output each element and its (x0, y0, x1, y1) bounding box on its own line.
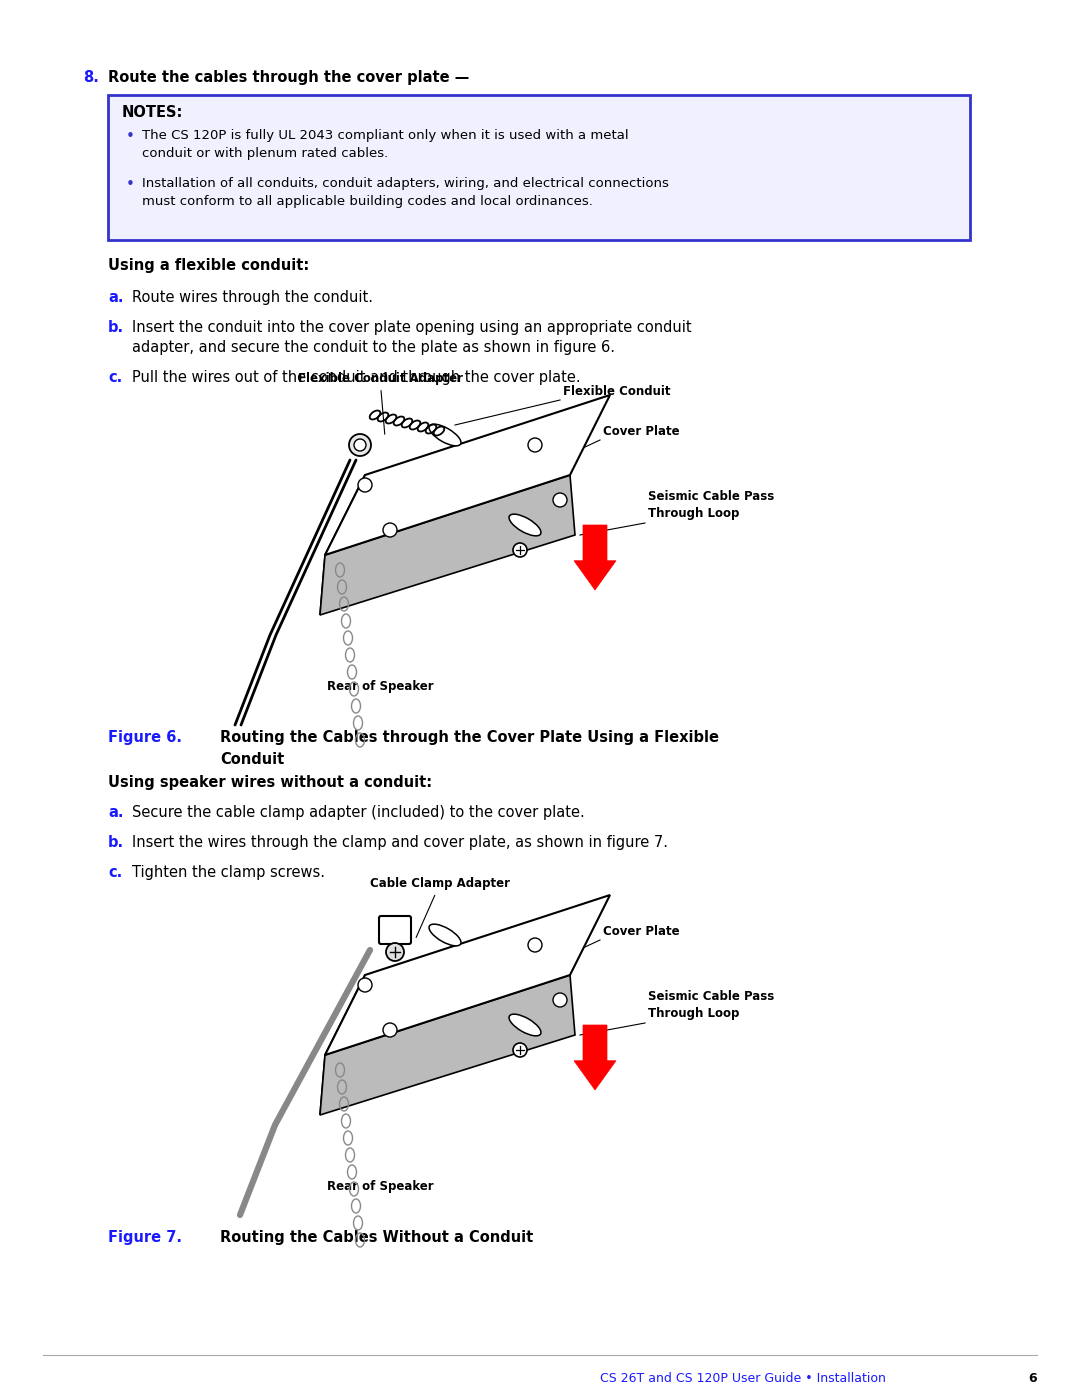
Text: Installation of all conduits, conduit adapters, wiring, and electrical connectio: Installation of all conduits, conduit ad… (141, 177, 669, 190)
Text: a.: a. (108, 291, 123, 305)
Text: c.: c. (108, 865, 122, 880)
Circle shape (513, 543, 527, 557)
Circle shape (383, 1023, 397, 1037)
Circle shape (553, 493, 567, 507)
Text: Secure the cable clamp adapter (included) to the cover plate.: Secure the cable clamp adapter (included… (132, 805, 584, 820)
Polygon shape (320, 975, 575, 1115)
Text: Tighten the clamp screws.: Tighten the clamp screws. (132, 865, 325, 880)
Polygon shape (325, 895, 610, 1055)
Text: b.: b. (108, 835, 124, 849)
Text: Flexible Conduit Adapter: Flexible Conduit Adapter (297, 372, 462, 434)
Text: Figure 6.: Figure 6. (108, 731, 183, 745)
Text: Rear of Speaker: Rear of Speaker (326, 680, 433, 693)
Text: 6: 6 (1028, 1372, 1037, 1384)
Circle shape (528, 439, 542, 453)
Text: Using speaker wires without a conduit:: Using speaker wires without a conduit: (108, 775, 432, 789)
Text: c.: c. (108, 370, 122, 386)
Polygon shape (320, 475, 365, 615)
Ellipse shape (509, 1014, 541, 1035)
Text: •: • (126, 177, 135, 191)
Text: Pull the wires out of the conduit and through the cover plate.: Pull the wires out of the conduit and th… (132, 370, 581, 386)
Text: Seismic Cable Pass
Through Loop: Seismic Cable Pass Through Loop (648, 490, 774, 520)
Ellipse shape (429, 925, 461, 946)
Circle shape (528, 937, 542, 951)
Text: Conduit: Conduit (220, 752, 284, 767)
Text: NOTES:: NOTES: (122, 105, 184, 120)
Text: 8.: 8. (83, 70, 99, 85)
Text: Using a flexible conduit:: Using a flexible conduit: (108, 258, 309, 272)
Ellipse shape (429, 425, 461, 446)
Text: Insert the wires through the clamp and cover plate, as shown in figure 7.: Insert the wires through the clamp and c… (132, 835, 669, 849)
Circle shape (349, 434, 372, 455)
Text: Routing the Cables Without a Conduit: Routing the Cables Without a Conduit (220, 1229, 534, 1245)
Text: Rear of Speaker: Rear of Speaker (326, 1180, 433, 1193)
Text: Cover Plate: Cover Plate (603, 425, 679, 439)
Text: conduit or with plenum rated cables.: conduit or with plenum rated cables. (141, 147, 388, 161)
Circle shape (354, 439, 366, 451)
Circle shape (553, 993, 567, 1007)
Text: Route wires through the conduit.: Route wires through the conduit. (132, 291, 373, 305)
Text: Route the cables through the cover plate —: Route the cables through the cover plate… (108, 70, 469, 85)
Circle shape (386, 943, 404, 961)
Polygon shape (320, 475, 575, 615)
Text: CS 26T and CS 120P User Guide • Installation: CS 26T and CS 120P User Guide • Installa… (600, 1372, 886, 1384)
FancyBboxPatch shape (379, 916, 411, 944)
Circle shape (357, 978, 372, 992)
Text: adapter, and secure the conduit to the plate as shown in figure 6.: adapter, and secure the conduit to the p… (132, 339, 615, 355)
Polygon shape (320, 975, 365, 1115)
Polygon shape (573, 1025, 616, 1090)
FancyBboxPatch shape (108, 95, 970, 240)
Polygon shape (325, 395, 610, 555)
Text: Routing the Cables through the Cover Plate Using a Flexible: Routing the Cables through the Cover Pla… (220, 731, 719, 745)
Text: Cable Clamp Adapter: Cable Clamp Adapter (370, 877, 510, 937)
Circle shape (513, 1044, 527, 1058)
Polygon shape (573, 525, 616, 590)
Text: Seismic Cable Pass
Through Loop: Seismic Cable Pass Through Loop (648, 990, 774, 1020)
Text: Figure 7.: Figure 7. (108, 1229, 183, 1245)
Text: Insert the conduit into the cover plate opening using an appropriate conduit: Insert the conduit into the cover plate … (132, 320, 691, 335)
Text: Flexible Conduit: Flexible Conduit (563, 386, 671, 398)
Text: •: • (126, 129, 135, 144)
Circle shape (357, 478, 372, 492)
Text: The CS 120P is fully UL 2043 compliant only when it is used with a metal: The CS 120P is fully UL 2043 compliant o… (141, 129, 629, 142)
Text: a.: a. (108, 805, 123, 820)
Text: b.: b. (108, 320, 124, 335)
Circle shape (383, 522, 397, 536)
Ellipse shape (509, 514, 541, 536)
Text: must conform to all applicable building codes and local ordinances.: must conform to all applicable building … (141, 196, 593, 208)
Text: Cover Plate: Cover Plate (603, 925, 679, 937)
